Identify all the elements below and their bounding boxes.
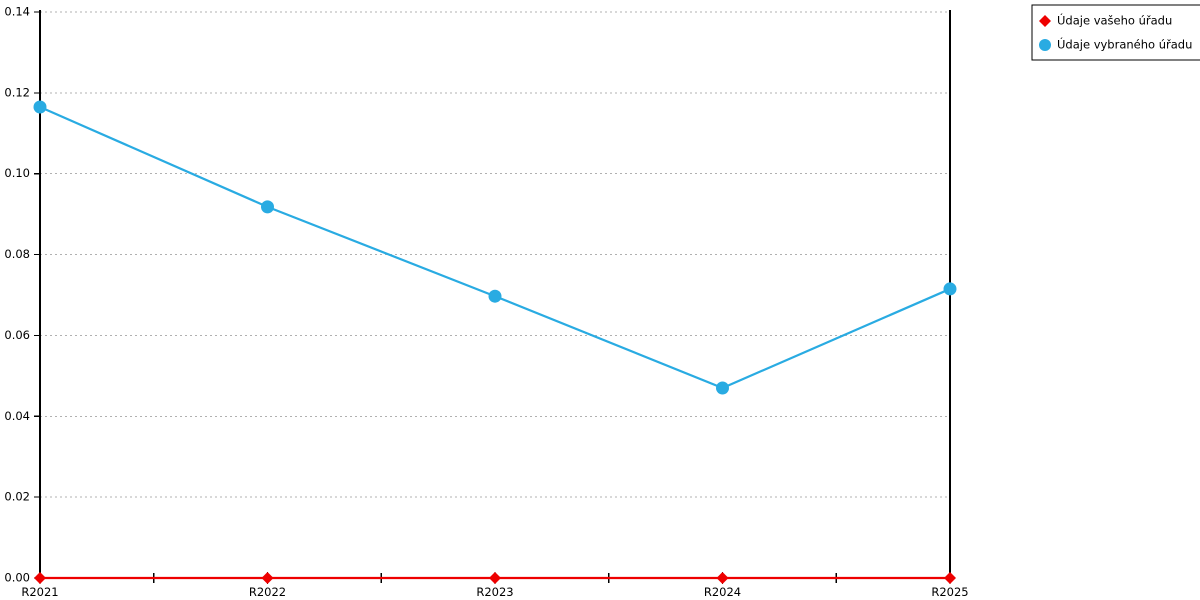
gridlines-group [40,11,950,579]
x-tick-label-3: R2024 [704,585,741,599]
legend-marker-circle-icon [1039,39,1051,51]
legend-background [1031,4,1200,61]
x-axis-tick-labels: R2021 R2022 R2023 R2024 R2025 [21,585,968,599]
x-tick-label-0: R2021 [21,585,58,599]
data-point-1-2[interactable] [488,289,502,303]
legend-entries-group[interactable]: Údaje vašeho úřadu Údaje vybraného úřadu [1039,13,1192,52]
y-tick-label-0: 0.00 [4,571,30,585]
x-tick-label-1: R2022 [249,585,286,599]
legend-entry-1[interactable]: Údaje vybraného úřadu [1039,37,1192,52]
data-point-1-4[interactable] [943,282,957,296]
legend-entry-0[interactable]: Údaje vašeho úřadu [1039,13,1172,28]
series-0 [34,572,956,584]
data-point-0-1[interactable] [261,572,274,584]
legend-marker-diamond-icon [1039,15,1051,27]
y-tick-label-7: 0.14 [4,5,30,19]
data-point-0-2[interactable] [489,572,501,584]
data-point-1-1[interactable] [261,200,274,214]
data-point-1-0[interactable] [33,100,47,114]
series-1 [33,100,957,395]
y-tick-label-1: 0.02 [4,490,30,504]
y-tick-label-3: 0.06 [4,328,30,342]
y-tick-label-4: 0.08 [4,247,30,261]
chart-legend[interactable]: Údaje vašeho úřadu Údaje vybraného úřadu [1031,4,1200,61]
y-axis-tick-labels: 0.00 0.02 0.04 0.06 0.08 0.10 0.12 0.14 [4,5,30,585]
series-line-1 [38,105,952,390]
x-tick-label-4: R2025 [931,585,968,599]
legend-label-0: Údaje vašeho úřadu [1057,13,1172,28]
data-point-0-4[interactable] [944,572,956,584]
y-tick-label-2: 0.04 [4,409,30,423]
y-tick-label-6: 0.12 [4,85,30,99]
y-axis-ticks-group [34,11,41,579]
data-point-0-3[interactable] [716,572,729,584]
legend-label-1: Údaje vybraného úřadu [1057,37,1192,52]
data-point-1-3[interactable] [716,381,729,395]
data-series-layer [33,100,957,584]
data-point-0-0[interactable] [34,572,46,584]
x-tick-label-2: R2023 [476,585,513,599]
y-tick-label-5: 0.10 [4,166,30,180]
